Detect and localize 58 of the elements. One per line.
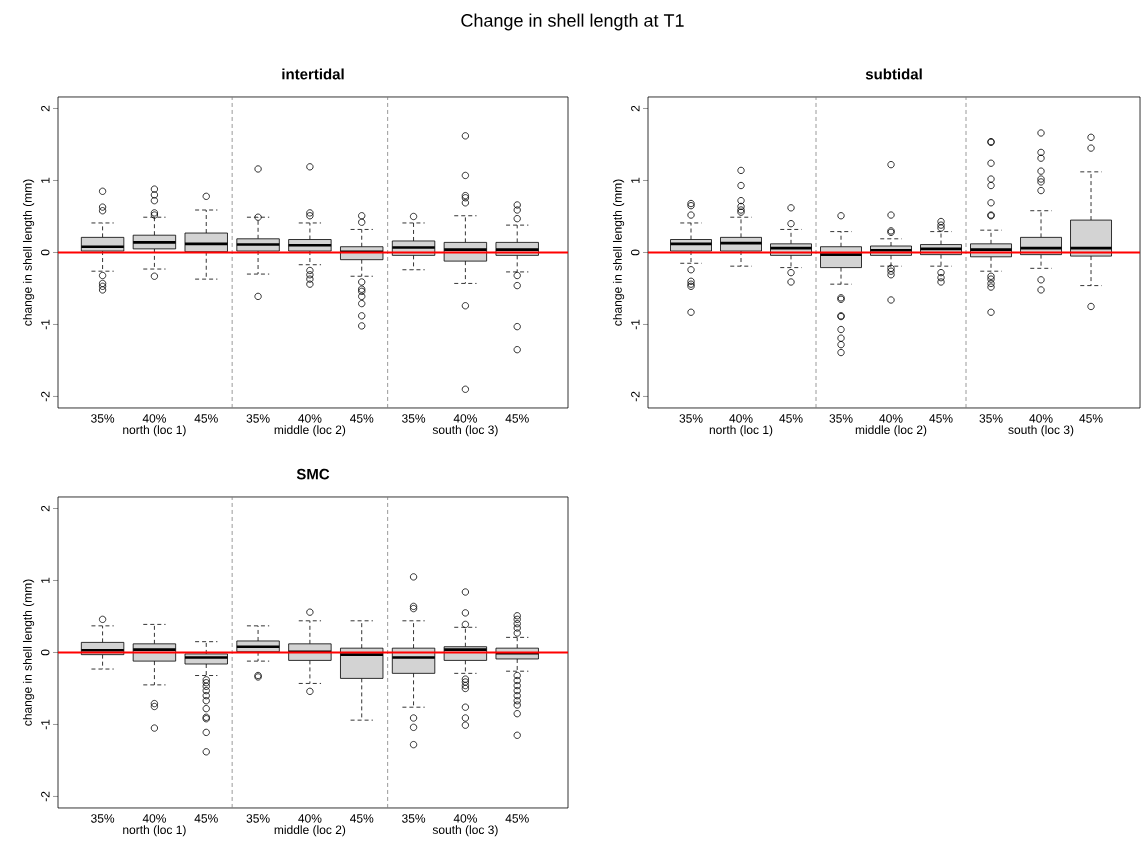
y-tick-label: 0 bbox=[631, 249, 640, 256]
x-tick-label: 35% bbox=[91, 414, 115, 423]
y-axis-title: change in shell length (mm) bbox=[22, 579, 35, 726]
text: Change in shell length at T1 bbox=[461, 13, 684, 31]
y-tick-label: -2 bbox=[631, 391, 640, 402]
chart-title: intertidal bbox=[282, 68, 344, 80]
y-tick-label: -1 bbox=[41, 719, 50, 730]
y-tick-label: -2 bbox=[41, 791, 50, 802]
chart-title: subtidal bbox=[865, 68, 922, 80]
y-axis-title: change in shell length (mm) bbox=[22, 179, 35, 326]
text: north (loc 1) bbox=[123, 825, 186, 837]
x-tick-label: 35% bbox=[246, 814, 270, 823]
y-tick-label: 1 bbox=[41, 177, 50, 183]
text: north (loc 1) bbox=[123, 425, 186, 437]
x-tick-label: 40% bbox=[1029, 414, 1053, 423]
text: south (loc 3) bbox=[432, 425, 498, 437]
x-tick-label: 45% bbox=[350, 414, 374, 423]
x-tick-label: 35% bbox=[829, 414, 853, 423]
x-tick-label: 45% bbox=[194, 414, 218, 423]
y-tick-label: -1 bbox=[631, 319, 640, 330]
x-tick-label: 45% bbox=[194, 814, 218, 823]
y-tick-label: 2 bbox=[41, 105, 50, 112]
x-tick-label: 40% bbox=[453, 414, 477, 423]
y-tick-label: 1 bbox=[631, 177, 640, 183]
text: middle (loc 2) bbox=[274, 825, 346, 837]
y-tick-label: -2 bbox=[41, 391, 50, 402]
chart-title: SMC bbox=[296, 468, 330, 480]
x-tick-label: 45% bbox=[929, 414, 953, 423]
x-tick-label: 45% bbox=[779, 414, 803, 423]
x-tick-label: 40% bbox=[453, 814, 477, 823]
y-tick-label: 0 bbox=[41, 249, 50, 256]
text: middle (loc 2) bbox=[274, 425, 346, 437]
y-tick-label: 2 bbox=[631, 105, 640, 112]
x-tick-label: 40% bbox=[142, 814, 166, 823]
x-tick-label: 45% bbox=[350, 814, 374, 823]
x-tick-label: 35% bbox=[402, 414, 426, 423]
text: middle (loc 2) bbox=[855, 425, 927, 437]
x-tick-label: 40% bbox=[298, 814, 322, 823]
x-tick-label: 45% bbox=[505, 414, 529, 423]
x-tick-label: 40% bbox=[879, 414, 903, 423]
y-tick-label: 0 bbox=[41, 649, 50, 656]
x-tick-label: 35% bbox=[246, 414, 270, 423]
x-tick-label: 45% bbox=[505, 814, 529, 823]
y-tick-label: 1 bbox=[41, 577, 50, 583]
x-tick-label: 40% bbox=[142, 414, 166, 423]
x-tick-label: 35% bbox=[402, 814, 426, 823]
x-tick-label: 40% bbox=[729, 414, 753, 423]
y-tick-label: -1 bbox=[41, 319, 50, 330]
y-tick-label: 2 bbox=[41, 505, 50, 512]
x-tick-label: 45% bbox=[1079, 414, 1103, 423]
x-tick-label: 35% bbox=[679, 414, 703, 423]
text: south (loc 3) bbox=[1008, 425, 1074, 437]
text: south (loc 3) bbox=[432, 825, 498, 837]
x-tick-label: 35% bbox=[91, 814, 115, 823]
x-tick-label: 40% bbox=[298, 414, 322, 423]
x-tick-label: 35% bbox=[979, 414, 1003, 423]
text: north (loc 1) bbox=[709, 425, 773, 437]
y-axis-title: change in shell length (mm) bbox=[612, 179, 625, 326]
